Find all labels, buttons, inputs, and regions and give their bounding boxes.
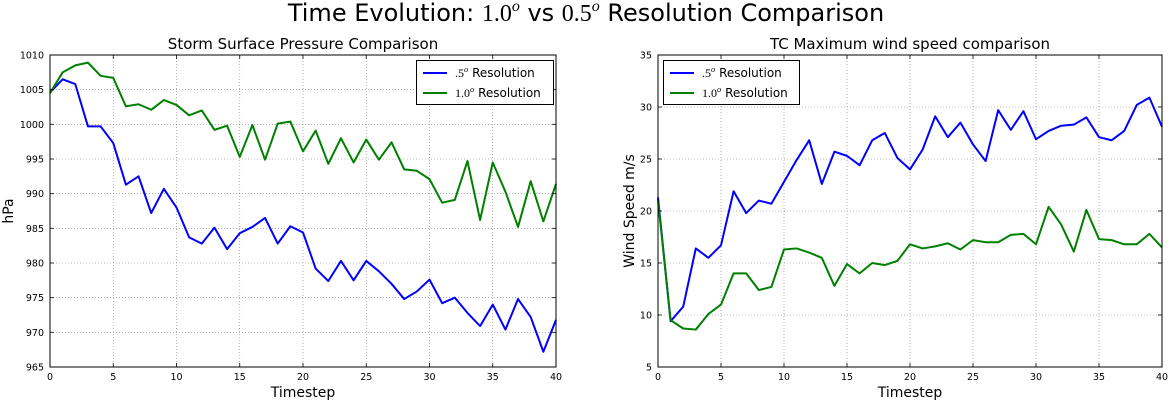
wind-y-axis-label: Wind Speed m/s (622, 154, 638, 268)
pressure-y-tick-label: 1005 (20, 85, 44, 96)
legend-label-superscript: o (711, 64, 715, 74)
pressure-chart-title: Storm Surface Pressure Comparison (168, 35, 438, 53)
pressure-panel: 0 5 10 15 20 25 30 35 40 965 970 975 980 985 990 995 100… (1, 35, 562, 401)
legend-label-superscript: o (717, 84, 721, 94)
legend-label-value: .5 (455, 66, 464, 80)
legend-label-value: 1.0 (702, 86, 717, 100)
pressure-x-tick-label: 0 (47, 372, 53, 383)
wind-x-tick-label: 10 (778, 372, 790, 383)
legend-label-text: Resolution (474, 86, 541, 100)
legend-label-text: Resolution (468, 66, 535, 80)
legend-label: 1.0o Resolution (455, 84, 541, 100)
legend-entry-half-degree: .5o Resolution (423, 64, 535, 80)
wind-x-tick-label: 25 (967, 372, 979, 383)
wind-series-line-half-degree (657, 96, 1163, 323)
wind-x-tick-label: 5 (718, 372, 724, 383)
figure-title-lead: Time Evolution: (287, 0, 482, 27)
figure-title-resolution-b-superscript: o (592, 0, 600, 15)
pressure-y-tick-label: 995 (26, 155, 44, 166)
pressure-x-tick-label: 5 (110, 372, 116, 383)
legend-label-text: Resolution (721, 86, 788, 100)
pressure-y-tick-label: 965 (26, 363, 44, 374)
pressure-x-axis-label: Timestep (270, 385, 336, 401)
figure-title-resolution-a-superscript: o (512, 0, 520, 15)
figure-title-resolution-b: 0.5 (562, 1, 592, 27)
pressure-x-tick-label: 10 (170, 372, 182, 383)
wind-x-tick-label: 30 (1030, 372, 1042, 383)
legend-label: .5o Resolution (455, 64, 535, 80)
legend-entry-half-degree: .5o Resolution (670, 64, 782, 80)
pressure-y-tick-label: 985 (26, 224, 44, 235)
wind-legend: .5o Resolution 1.0o Resolution (663, 60, 800, 105)
pressure-x-tick-label: 20 (297, 372, 309, 383)
legend-box (416, 60, 554, 105)
pressure-y-tick-label: 990 (26, 189, 44, 200)
pressure-series-line-half-degree (49, 78, 557, 353)
legend-box (663, 60, 800, 105)
wind-x-tick-label: 15 (841, 372, 853, 383)
legend-label-superscript: o (464, 64, 468, 74)
figure-title-resolution-a: 1.0 (482, 1, 512, 27)
wind-x-tick-label: 0 (655, 372, 661, 383)
wind-y-tick-label: 10 (640, 311, 652, 322)
legend-label-value: .5 (702, 66, 711, 80)
wind-series-lines (657, 96, 1163, 331)
pressure-series-line-one-degree (49, 61, 557, 228)
wind-y-tick-label: 20 (640, 207, 652, 218)
legend-entry-one-degree: 1.0o Resolution (423, 84, 541, 100)
figure-title-mid: vs (520, 0, 562, 27)
pressure-x-tick-label: 35 (487, 372, 499, 383)
wind-y-tick-label: 5 (646, 363, 652, 374)
wind-y-tick-label: 15 (640, 259, 652, 270)
pressure-y-tick-label: 970 (26, 328, 44, 339)
pressure-legend: .5o Resolution 1.0o Resolution (416, 60, 554, 105)
pressure-x-tick-label: 15 (234, 372, 246, 383)
wind-x-tick-label: 20 (904, 372, 916, 383)
pressure-y-axis-label: hPa (1, 198, 17, 223)
pressure-x-tick-label: 25 (360, 372, 372, 383)
pressure-y-tick-label: 975 (26, 293, 44, 304)
pressure-y-tick-label: 1000 (20, 120, 44, 131)
pressure-x-tick-label: 30 (423, 372, 435, 383)
wind-x-tick-label: 35 (1093, 372, 1105, 383)
wind-chart-title: TC Maximum wind speed comparison (769, 35, 1050, 53)
wind-y-tick-label: 25 (640, 155, 652, 166)
legend-label-text: Resolution (715, 66, 782, 80)
pressure-y-tick-label: 980 (26, 259, 44, 270)
legend-label-value: 1.0 (455, 86, 470, 100)
wind-x-tick-label: 40 (1156, 372, 1168, 383)
legend-label-superscript: o (470, 84, 474, 94)
pressure-x-tick-label: 40 (550, 372, 562, 383)
wind-x-axis-label: Timestep (877, 385, 943, 401)
wind-y-tick-label: 35 (640, 51, 652, 62)
figure-title: Time Evolution: 1.0o vs 0.5o Resolution … (287, 0, 884, 27)
figure-title-tail: Resolution Comparison (600, 0, 884, 27)
legend-label: .5o Resolution (702, 64, 782, 80)
pressure-series-lines (49, 61, 557, 353)
pressure-axis-ticks: 0 5 10 15 20 25 30 35 40 965 970 975 980 985 990 995 100… (20, 51, 562, 384)
wind-series-line-one-degree (657, 200, 1163, 331)
legend-label: 1.0o Resolution (702, 84, 788, 100)
pressure-y-tick-label: 1010 (20, 51, 44, 62)
wind-y-tick-label: 30 (640, 103, 652, 114)
legend-entry-one-degree: 1.0o Resolution (670, 84, 788, 100)
